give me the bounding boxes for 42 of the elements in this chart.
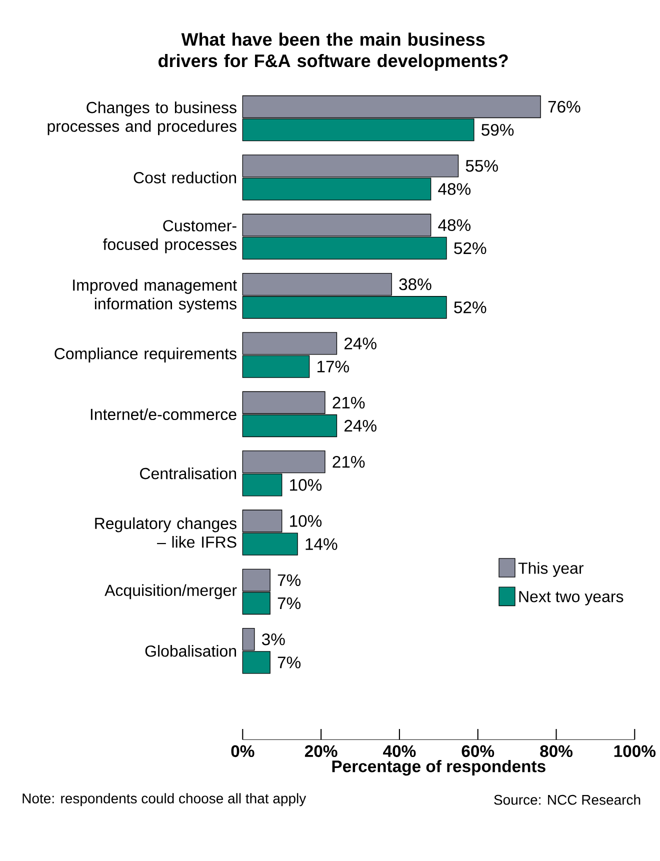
- y-tick-label: Customer-focused processes: [103, 220, 236, 254]
- x-axis-title: Percentage of respondents: [332, 760, 546, 776]
- y-tick-label: Acquisition/merger: [104, 584, 237, 600]
- data-label: 21%: [332, 396, 365, 409]
- y-tick-label: Changes to business processes and procedures: [48, 102, 236, 136]
- y-tick-label: Centralisation: [140, 467, 236, 480]
- data-label: 7%: [278, 656, 301, 668]
- data-label: 3%: [262, 633, 285, 646]
- y-tick-label: Globalisation: [145, 645, 236, 657]
- data-label: 59%: [482, 124, 514, 136]
- text: Note: respondents could choose all that apply: [22, 793, 306, 806]
- data-label: 24%: [344, 338, 376, 350]
- data-label: 52%: [454, 301, 486, 314]
- source-note: Source: NCC Research: [494, 794, 640, 805]
- chart-title: What have been the main business drivers for F&A software developments?: [158, 32, 508, 71]
- data-label: 24%: [344, 420, 376, 432]
- data-label: 10%: [290, 515, 322, 527]
- legend-label: Next two years: [519, 591, 624, 606]
- x-tick-label: 60%: [462, 745, 494, 758]
- data-label: 10%: [290, 479, 322, 491]
- data-label: 7%: [278, 574, 301, 586]
- data-label: 21%: [332, 456, 365, 468]
- data-label: 48%: [438, 183, 471, 195]
- data-label: 55%: [466, 160, 498, 172]
- x-tick-label: 100%: [614, 745, 656, 758]
- y-tick-label: Internet/e-commerce: [90, 408, 236, 420]
- data-label: 38%: [399, 278, 432, 290]
- y-tick-label: Improved management information systems: [73, 279, 237, 313]
- data-label: 76%: [548, 100, 580, 113]
- data-label: 48%: [438, 219, 471, 232]
- x-tick-label: 80%: [540, 745, 572, 758]
- data-label: 17%: [318, 360, 349, 372]
- y-tick-label: Regulatory changes – like IFRS: [95, 517, 236, 548]
- x-tick-label: 20%: [304, 745, 338, 758]
- data-label: 52%: [454, 242, 486, 254]
- legend-label: This year: [518, 562, 584, 578]
- x-tick-label: 40%: [383, 745, 416, 758]
- y-tick-label: Cost reduction: [134, 172, 236, 184]
- data-label: 7%: [278, 597, 301, 610]
- y-tick-label: Compliance requirements: [54, 348, 236, 362]
- x-tick-label: 0%: [231, 745, 254, 758]
- data-label: 14%: [306, 538, 338, 550]
